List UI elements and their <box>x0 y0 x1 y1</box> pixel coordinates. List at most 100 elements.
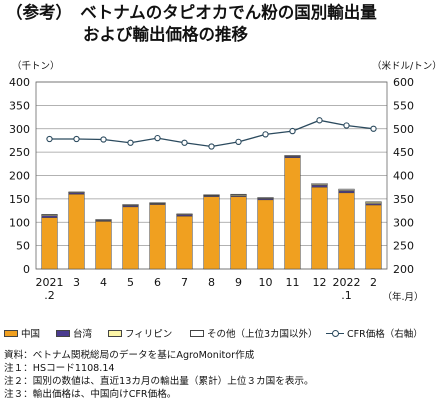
bar-segment-china <box>68 193 85 270</box>
y-tick-left: 50 <box>16 240 30 253</box>
notes: 資料：ベトナム関税総局のデータを基にAgroMonitor作成 注１：HSコード… <box>4 349 314 401</box>
legend-label-taiwan: 台湾 <box>73 329 93 340</box>
bar-segment-other <box>203 194 220 196</box>
price-point <box>262 131 269 138</box>
x-tick-label: 5 <box>127 276 134 289</box>
price-point <box>289 127 296 135</box>
legend-swatch-other <box>190 329 204 337</box>
bar-segment-other <box>230 193 247 196</box>
bar-segment-taiwan <box>311 185 328 188</box>
bar-segment-china <box>230 196 247 270</box>
x-tick-label: 3 <box>73 276 80 289</box>
y-tick-right: 550 <box>393 99 414 112</box>
bar-segment-other <box>257 197 274 199</box>
bar-segment-china <box>257 199 274 270</box>
note-source: 資料：ベトナム関税総局のデータを基にAgroMonitor作成 <box>4 350 255 361</box>
x-tick-label: .1 <box>341 289 352 302</box>
bar-segment-other <box>149 202 166 204</box>
x-tick-label: 4 <box>100 276 107 289</box>
y-tick-left: 400 <box>9 76 30 89</box>
price-point <box>208 143 215 150</box>
bar-segment-china <box>176 215 193 270</box>
bar-segment-china <box>41 217 58 270</box>
x-tick-label: 2021 <box>36 276 64 289</box>
y-tick-left: 250 <box>9 146 30 159</box>
bar-segment-china <box>284 157 301 270</box>
y-tick-right: 500 <box>393 123 414 136</box>
bar-segment-other <box>41 214 58 216</box>
legend-label-other: その他（上位3カ国以外） <box>207 329 318 340</box>
legend-item-china: 中国 <box>4 326 40 340</box>
bar-segment-other <box>365 201 382 203</box>
bar-segment-china <box>365 204 382 270</box>
note-3: 注３：輸出価格は、中国向けCFR価格。 <box>4 389 177 400</box>
x-tick-label: 11 <box>286 276 300 289</box>
bar-segment-china <box>311 186 328 270</box>
x-tick-label: 8 <box>208 276 215 289</box>
price-point <box>370 125 377 132</box>
bar-segment-taiwan <box>41 215 58 218</box>
bar-segment-other <box>284 155 301 157</box>
y-tick-left: 350 <box>9 99 30 112</box>
x-axis-unit: （年.月） <box>382 291 423 303</box>
x-tick-label: 12 <box>313 276 327 289</box>
chart-title-line2: および輸出価格の推移 <box>83 25 248 44</box>
price-point <box>127 139 134 146</box>
y-tick-left: 0 <box>23 263 30 276</box>
x-tick-label: 6 <box>154 276 161 289</box>
y-tick-left: 100 <box>9 216 30 229</box>
bar-segment-other <box>95 219 112 221</box>
price-point <box>100 136 107 143</box>
x-tick-label: 2022 <box>333 276 361 289</box>
bar-segment-other <box>338 188 355 191</box>
x-tick-label: .2 <box>44 289 55 302</box>
bar-segment-other <box>176 213 193 215</box>
right-axis-unit: （米ドル/トン） <box>372 61 439 72</box>
x-tick-label: 7 <box>181 276 188 289</box>
note-1: 注１：HSコード1108.14 <box>4 363 115 374</box>
bar-segment-china <box>338 192 355 270</box>
legend: 中国 台湾 フィリピン その他（上位3カ国以外） CFR価格（右軸） <box>4 326 436 340</box>
price-point <box>154 134 161 142</box>
chart-plot: 0 50 100 150 200 250 300 350 400 200 250 300 350 400 4… <box>9 76 424 303</box>
legend-swatch-china <box>4 329 18 337</box>
y-tick-right: 350 <box>393 193 414 206</box>
y-tick-right: 400 <box>393 170 414 183</box>
y-tick-right: 300 <box>393 216 414 229</box>
legend-swatch-price <box>326 329 344 337</box>
bar-segment-china <box>95 221 112 270</box>
chart-title-line1: （参考） ベトナムのタピオカでん粉の国別輸出量 <box>6 3 377 22</box>
bar-segment-other <box>122 204 139 206</box>
price-point <box>343 122 350 129</box>
price-point <box>316 117 323 124</box>
bar-segment-other <box>68 191 85 193</box>
legend-label-china: 中国 <box>21 329 41 340</box>
bar-segment-china <box>149 204 166 270</box>
x-tick-label: 9 <box>235 276 242 289</box>
price-line <box>49 119 374 148</box>
note-2: 注２：国別の数値は、直近13カ月の輸出量（累計）上位３カ国を表示。 <box>4 376 314 387</box>
bar-segment-china <box>122 206 139 270</box>
y-tick-left: 150 <box>9 193 30 206</box>
chart-title: （参考） ベトナムのタピオカでん粉の国別輸出量 および輸出価格の推移 <box>6 2 436 46</box>
legend-item-price: CFR価格（右軸） <box>326 326 423 340</box>
bar-segment-taiwan <box>338 190 355 194</box>
y-tick-left: 200 <box>9 170 30 183</box>
price-point <box>73 135 80 143</box>
y-tick-right: 250 <box>393 240 414 253</box>
legend-item-taiwan: 台湾 <box>56 326 92 340</box>
price-point <box>235 138 242 145</box>
y-tick-right: 200 <box>393 263 414 276</box>
legend-item-philippines: フィリピン <box>108 326 172 340</box>
y-tick-right: 600 <box>393 76 414 89</box>
price-point <box>181 139 188 146</box>
price-point <box>46 135 53 143</box>
bar-segment-other <box>311 183 328 185</box>
y-tick-right: 450 <box>393 146 414 159</box>
legend-item-other: その他（上位3カ国以外） <box>190 326 318 340</box>
x-tick-label: 2 <box>370 276 377 289</box>
legend-swatch-philippines <box>108 329 122 337</box>
legend-label-price: CFR価格（右軸） <box>347 329 423 340</box>
legend-label-philippines: フィリピン <box>125 329 173 340</box>
legend-swatch-taiwan <box>56 329 70 337</box>
